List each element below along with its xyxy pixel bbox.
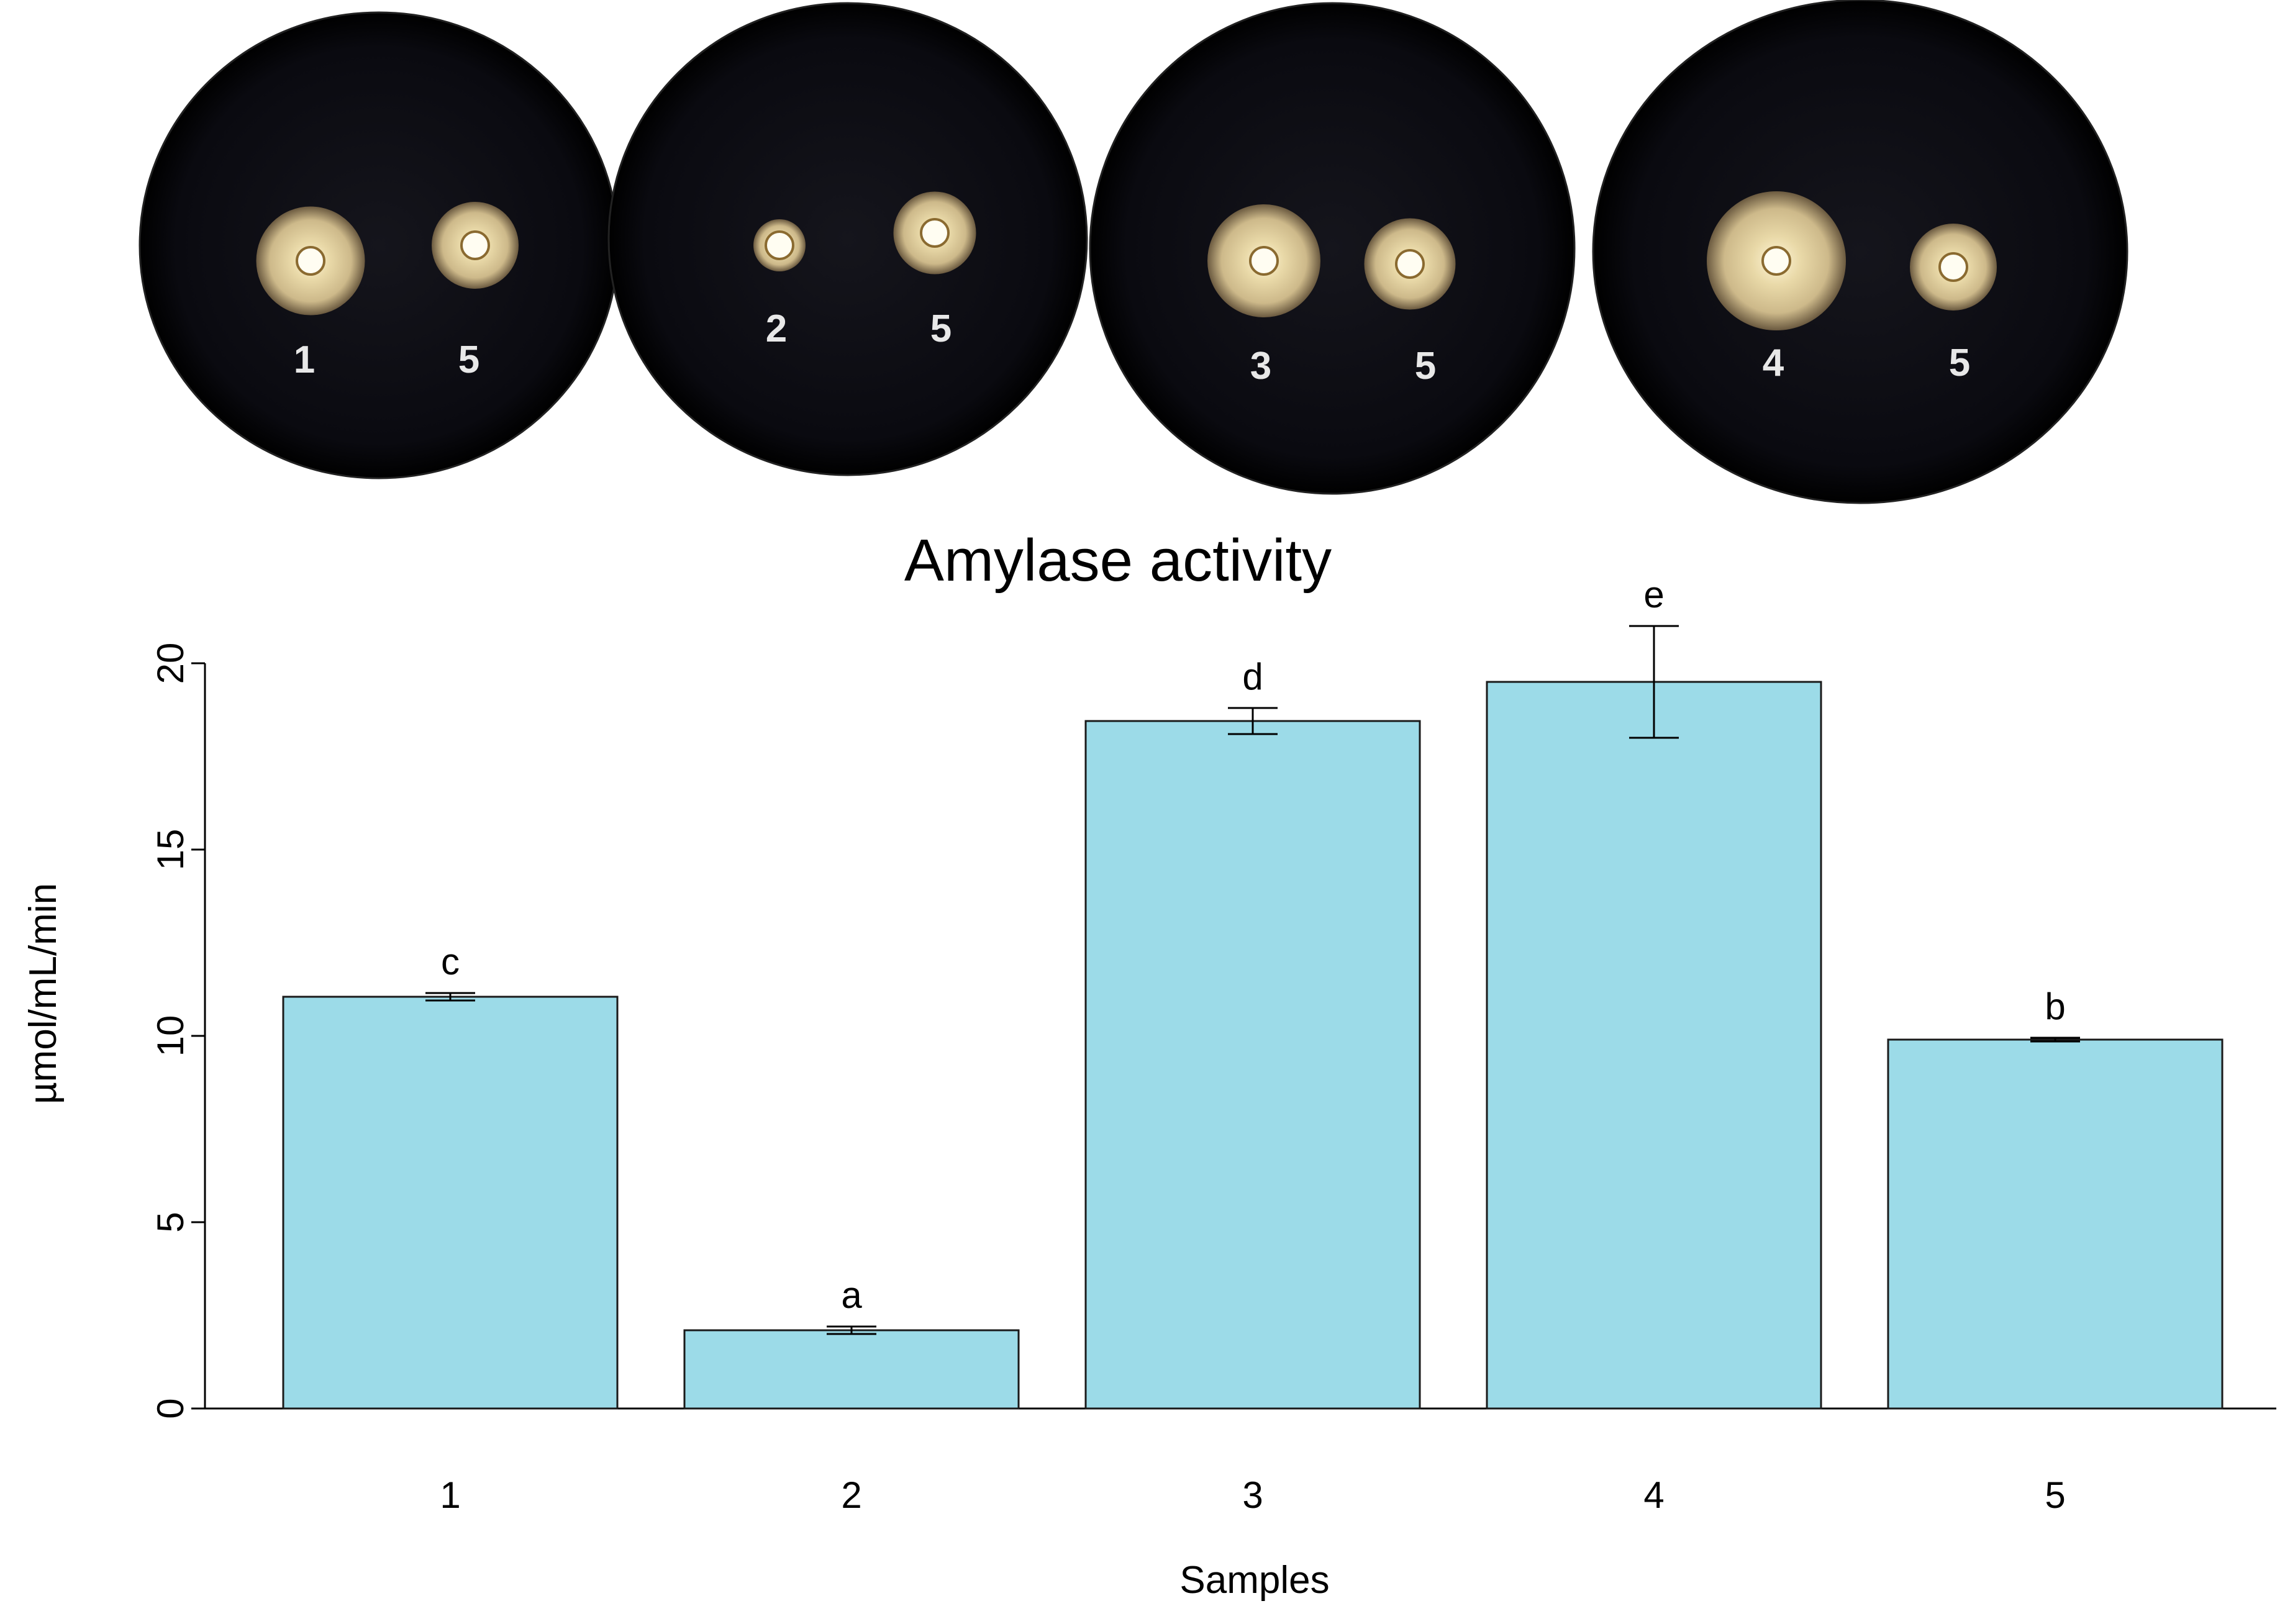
plate-sample-label: 3 [1250, 345, 1271, 388]
plate-disc [607, 2, 1088, 476]
well [920, 218, 950, 248]
plate-sample-label: 1 [294, 338, 315, 381]
plate-sample-label: 4 [1763, 342, 1784, 384]
x-axis-label: Samples [1179, 1559, 1329, 1602]
plate-disc [1592, 0, 2128, 504]
y-tick-label: 10 [150, 1015, 191, 1057]
plates-panel: 1 52 53 5 4 5 [139, 0, 2128, 504]
well [1761, 246, 1791, 276]
plate-sample-label: 5 [1415, 345, 1436, 388]
bar [1486, 681, 1822, 1410]
significance-label: c [441, 941, 460, 982]
plate-sample-label: 5 [930, 307, 952, 350]
plate-sample-label: 5 [458, 338, 479, 381]
significance-label: a [841, 1274, 862, 1316]
plate-disc [139, 11, 619, 479]
significance-label: b [2045, 986, 2065, 1027]
bar-chart: 0 5 10 15 20 c 1 a 2 d 3 e 4 b 5 [150, 574, 2276, 1516]
well [765, 230, 794, 260]
well [1938, 252, 1968, 282]
y-tick-label: 0 [150, 1398, 191, 1418]
chart-title: Amylase activity [904, 527, 1332, 594]
x-tick-label: 4 [1643, 1474, 1664, 1516]
y-tick-label: 5 [150, 1212, 191, 1232]
plate-disc [1089, 2, 1576, 495]
x-tick-label: 5 [2045, 1474, 2065, 1516]
well [1249, 246, 1279, 276]
bar [683, 1329, 1020, 1410]
x-tick-label: 2 [841, 1474, 861, 1516]
significance-label: e [1643, 574, 1664, 615]
plate-sample-label: 2 [766, 307, 787, 350]
well [460, 230, 490, 260]
well [1395, 249, 1425, 279]
bar [1084, 720, 1421, 1410]
well [296, 246, 325, 276]
x-tick-label: 1 [440, 1474, 460, 1516]
x-tick-label: 3 [1242, 1474, 1263, 1516]
y-tick-label: 15 [150, 829, 191, 871]
plate-sample-label: 5 [1949, 342, 1970, 384]
y-axis-label: µmol/mL/min [22, 883, 65, 1104]
bar [282, 996, 619, 1410]
significance-label: d [1242, 656, 1263, 697]
y-tick-label: 20 [150, 643, 191, 684]
bar [1887, 1038, 2224, 1410]
